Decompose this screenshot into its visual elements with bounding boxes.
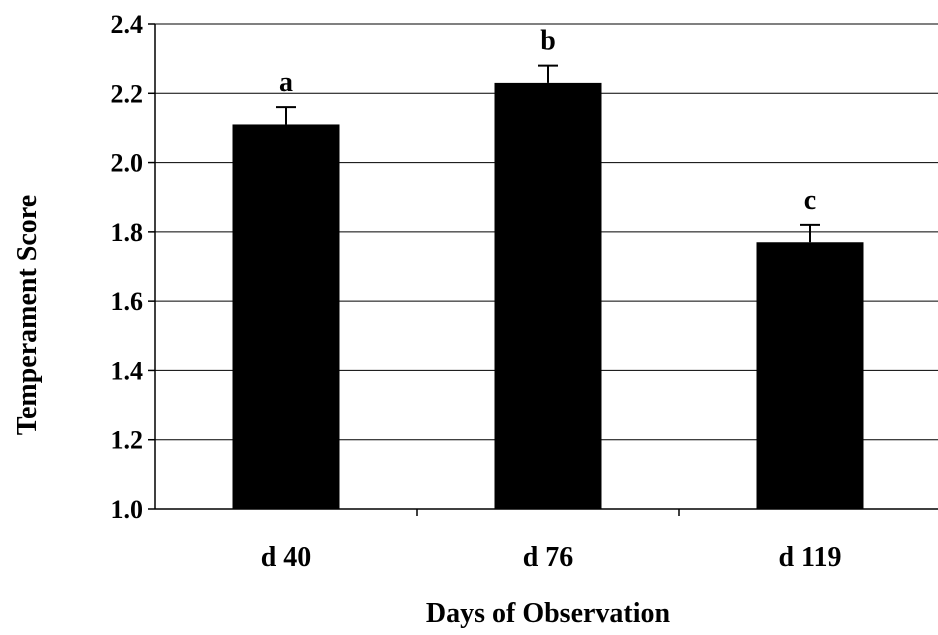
bar (232, 124, 340, 509)
y-tick-labels: 1.0 1.2 1.4 1.6 1.8 2.0 2.2 2.4 (111, 10, 144, 524)
bar (756, 242, 864, 509)
x-tick-label: d 40 (261, 542, 312, 573)
y-tick-label: 1.0 (111, 495, 144, 524)
x-axis-title: Days of Observation (426, 598, 671, 629)
y-tick-label: 1.8 (111, 218, 144, 247)
y-axis-title: Temperament Score (12, 195, 43, 435)
y-tick-label: 1.6 (111, 287, 144, 316)
x-tick-labels: d 40 d 76 d 119 (261, 542, 842, 573)
y-tick-label: 2.2 (111, 79, 144, 108)
significance-label: a (279, 67, 293, 98)
y-tick-label: 1.2 (111, 426, 144, 455)
bar (494, 82, 602, 510)
x-tick-label: d 119 (778, 542, 841, 573)
x-tick-label: d 76 (523, 542, 574, 573)
y-tick-label: 1.4 (111, 356, 144, 385)
bars: a b c (232, 26, 864, 510)
significance-label: c (804, 185, 816, 216)
y-tick-label: 2.0 (111, 149, 144, 178)
axes (148, 23, 938, 516)
y-tick-label: 2.4 (111, 10, 144, 39)
significance-label: b (540, 26, 556, 57)
